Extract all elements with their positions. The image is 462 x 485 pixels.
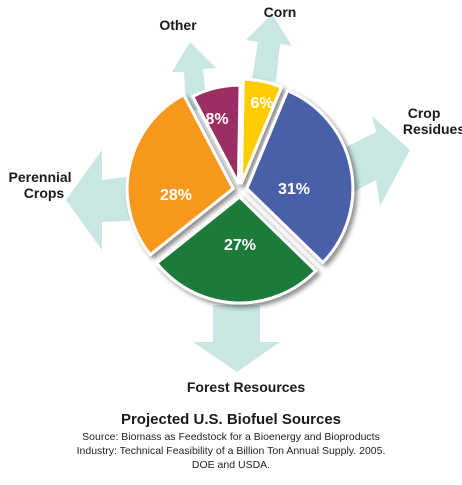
arrows-group (66, 14, 410, 372)
category-label-perennial-crops: Perennial Crops (9, 169, 76, 201)
slice-forest-resources (155, 195, 318, 305)
value-label-other: 8% (205, 111, 228, 128)
arrow-up-corn-icon (246, 14, 292, 82)
value-label-forest-resources: 27% (224, 237, 256, 254)
arrow-down-forest-icon (193, 305, 280, 372)
category-label-forest-resources: Forest Resources (187, 379, 305, 395)
slice-perennial-crops (125, 93, 235, 257)
slice-crop-residues (245, 89, 355, 264)
source-line-1: Source: Biomass as Feedstock for a Bioen… (82, 431, 380, 443)
source-line-3: DOE and USDA. (191, 459, 271, 471)
value-label-perennial-crops: 28% (160, 187, 192, 204)
caption: Projected U.S. Biofuel Sources Source: B… (0, 410, 462, 472)
category-label-corn: Corn (264, 4, 297, 20)
arrow-right-crop-residues-icon (340, 116, 410, 206)
chart-title: Projected U.S. Biofuel Sources (120, 411, 342, 428)
pie-slices-group (125, 77, 355, 305)
category-label-crop-residues: Crop Residues (403, 105, 462, 137)
value-label-corn: 6% (250, 95, 273, 112)
arrow-left-perennial-icon (66, 150, 140, 250)
slice-corn (239, 77, 283, 185)
slice-other (191, 83, 242, 185)
pie-chart: 6% 31% 27% 28% 8% Corn Other Crop Residu… (9, 4, 462, 395)
value-label-crop-residues: 31% (278, 181, 310, 198)
source-line-2: Industry: Technical Feasibility of a Bil… (76, 445, 386, 457)
category-label-other: Other (159, 17, 197, 33)
